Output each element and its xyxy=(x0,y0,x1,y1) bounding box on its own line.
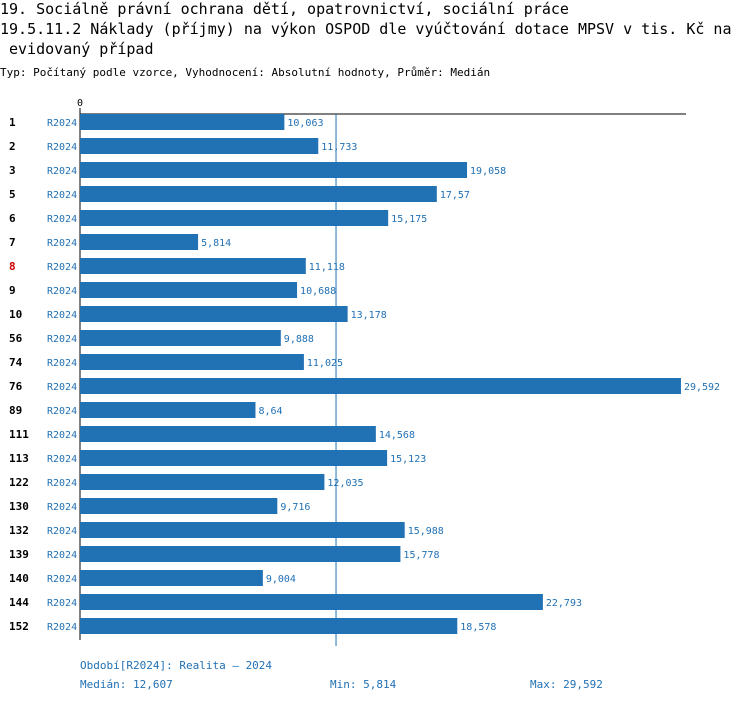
value-label: 15,988 xyxy=(408,526,444,537)
series-label: R2024 xyxy=(47,118,77,129)
value-label: 29,592 xyxy=(684,382,720,393)
category-label: 3 xyxy=(9,164,16,177)
value-label: 9,716 xyxy=(280,502,310,513)
category-label: 144 xyxy=(9,596,29,609)
category-label: 111 xyxy=(9,428,29,441)
bar xyxy=(80,546,401,562)
category-label: 7 xyxy=(9,236,16,249)
category-label: 9 xyxy=(9,284,16,297)
value-label: 9,888 xyxy=(284,334,314,345)
x-tick-label: 0 xyxy=(77,98,83,109)
bar xyxy=(80,570,263,586)
series-label: R2024 xyxy=(47,358,77,369)
bar xyxy=(80,138,319,154)
value-label: 5,814 xyxy=(201,238,231,249)
value-label: 11,118 xyxy=(309,262,345,273)
value-label: 12,035 xyxy=(327,478,363,489)
value-label: 15,123 xyxy=(390,454,426,465)
category-label: 122 xyxy=(9,476,29,489)
bar xyxy=(80,426,376,442)
series-label: R2024 xyxy=(47,382,77,393)
series-label: R2024 xyxy=(47,334,77,345)
bar xyxy=(80,114,285,130)
series-label: R2024 xyxy=(47,190,77,201)
category-label: 152 xyxy=(9,620,29,633)
series-label: R2024 xyxy=(47,478,77,489)
series-label: R2024 xyxy=(47,406,77,417)
series-label: R2024 xyxy=(47,310,77,321)
series-label: R2024 xyxy=(47,574,77,585)
category-label: 2 xyxy=(9,140,16,153)
subtitle: Typ: Počítaný podle vzorce, Vyhodnocení:… xyxy=(0,66,491,79)
series-label: R2024 xyxy=(47,622,77,633)
bar xyxy=(80,474,325,490)
bar xyxy=(80,234,199,250)
category-label: 132 xyxy=(9,524,29,537)
category-label: 56 xyxy=(9,332,23,345)
value-label: 13,178 xyxy=(351,310,387,321)
value-label: 8,64 xyxy=(258,406,282,417)
median-label: Medián: 12,607 xyxy=(80,678,173,691)
chart-title: 19.5.11.2 Náklady (příjmy) na výkon OSPO… xyxy=(0,20,732,58)
bar xyxy=(80,162,468,178)
series-label: R2024 xyxy=(47,550,77,561)
value-label: 18,578 xyxy=(460,622,496,633)
bar xyxy=(80,282,298,298)
bar xyxy=(80,354,304,370)
value-label: 14,568 xyxy=(379,430,415,441)
bar xyxy=(80,306,348,322)
category-label: 8 xyxy=(9,260,16,273)
series-label: R2024 xyxy=(47,262,77,273)
category-label: 130 xyxy=(9,500,29,513)
value-label: 17,57 xyxy=(440,190,470,201)
series-label: R2024 xyxy=(47,430,77,441)
value-label: 11,025 xyxy=(307,358,343,369)
category-label: 6 xyxy=(9,212,16,225)
bar xyxy=(80,450,388,466)
value-label: 10,063 xyxy=(287,118,323,129)
bar xyxy=(80,186,437,202)
bar xyxy=(80,330,281,346)
value-label: 10,688 xyxy=(300,286,336,297)
series-label: R2024 xyxy=(47,502,77,513)
series-label: R2024 xyxy=(47,142,77,153)
bar xyxy=(80,594,543,610)
category-label: 5 xyxy=(9,188,16,201)
value-label: 15,778 xyxy=(403,550,439,561)
category-label: 74 xyxy=(9,356,23,369)
bar xyxy=(80,210,389,226)
category-label: 10 xyxy=(9,308,22,321)
category-label: 89 xyxy=(9,404,22,417)
series-label: R2024 xyxy=(47,214,77,225)
series-label: R2024 xyxy=(47,454,77,465)
category-label: 113 xyxy=(9,452,29,465)
series-label: R2024 xyxy=(47,526,77,537)
series-label: R2024 xyxy=(47,166,77,177)
series-label: R2024 xyxy=(47,286,77,297)
bar xyxy=(80,402,256,418)
value-label: 9,004 xyxy=(266,574,296,585)
bar xyxy=(80,258,306,274)
value-label: 11,733 xyxy=(321,142,357,153)
category-label: 76 xyxy=(9,380,23,393)
heading: 19. Sociálně právní ochrana dětí, opatro… xyxy=(0,0,569,18)
value-label: 19,058 xyxy=(470,166,506,177)
category-label: 140 xyxy=(9,572,29,585)
bar xyxy=(80,618,458,634)
period: Období[R2024]: Realita – 2024 xyxy=(80,659,272,672)
series-label: R2024 xyxy=(47,598,77,609)
bar xyxy=(80,498,278,514)
series-label: R2024 xyxy=(47,238,77,249)
value-label: 15,175 xyxy=(391,214,427,225)
bar xyxy=(80,522,405,538)
value-label: 22,793 xyxy=(546,598,582,609)
category-label: 139 xyxy=(9,548,29,561)
max-label: Max: 29,592 xyxy=(530,678,603,691)
min-label: Min: 5,814 xyxy=(330,678,397,691)
bar xyxy=(80,378,681,394)
category-label: 1 xyxy=(9,116,16,129)
